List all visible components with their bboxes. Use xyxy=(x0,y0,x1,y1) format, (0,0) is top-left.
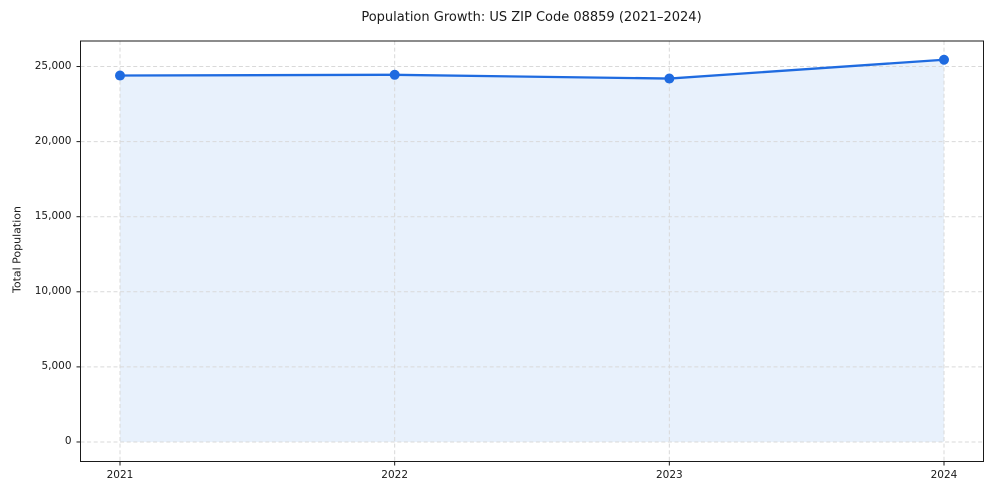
x-tick-label: 2024 xyxy=(930,468,958,481)
x-tick-label: 2021 xyxy=(106,468,134,481)
y-tick-label: 10,000 xyxy=(34,284,72,297)
chart-title: Population Growth: US ZIP Code 08859 (20… xyxy=(361,10,702,25)
data-point xyxy=(389,69,400,80)
y-tick-label: 20,000 xyxy=(34,134,72,147)
data-line xyxy=(118,58,946,80)
area-fill xyxy=(120,59,944,442)
y-tick-label: 0 xyxy=(64,434,72,447)
x-tick-label: 2023 xyxy=(655,468,683,481)
y-tick-label: 15,000 xyxy=(34,209,72,222)
data-point xyxy=(939,54,949,65)
y-tick-label: 5,000 xyxy=(41,359,72,372)
plot-border xyxy=(80,40,984,462)
y-tick-label: 25,000 xyxy=(34,59,72,72)
data-point xyxy=(115,70,125,81)
data-point xyxy=(664,73,675,84)
x-tick-label: 2022 xyxy=(381,468,409,481)
